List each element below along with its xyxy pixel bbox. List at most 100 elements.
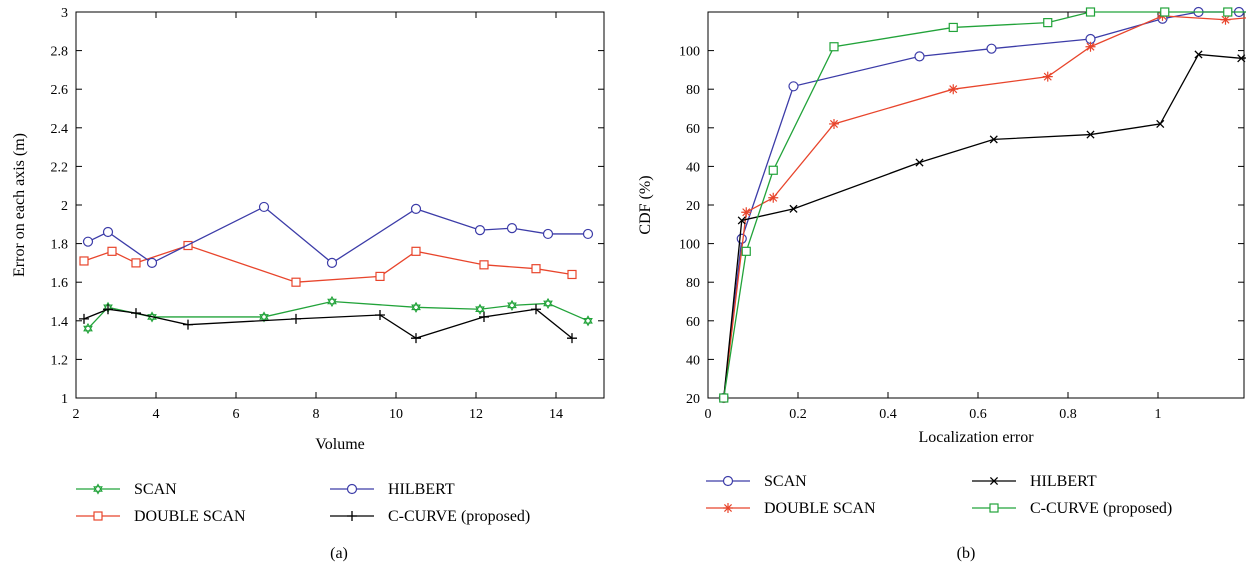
chart0-x-tick-label: 8 xyxy=(313,407,320,422)
chart1-legend-marker xyxy=(723,503,733,513)
chart0-y-tick-label: 2.8 xyxy=(51,45,69,60)
caption-b: (b) xyxy=(957,545,976,562)
chart0-data-point xyxy=(544,229,553,238)
chart1-legend-label: C-CURVE (proposed) xyxy=(1030,500,1172,517)
chart1-y-tick-label: 40 xyxy=(686,353,700,368)
chart1-x-tick-label: 0.4 xyxy=(879,407,897,422)
chart1-data-point xyxy=(1224,8,1232,16)
chart1-data-point xyxy=(987,44,996,53)
chart0-y-tick-label: 1.4 xyxy=(51,315,69,330)
chart1-data-point xyxy=(1086,42,1096,52)
chart1-series-line xyxy=(724,54,1246,398)
chart1-y-tick-label: 20 xyxy=(686,199,700,214)
chart1-data-point xyxy=(1087,8,1095,16)
chart1-data-point xyxy=(737,234,746,243)
chart1-legend-item xyxy=(706,477,750,486)
chart1-series-3 xyxy=(720,8,1246,402)
chart0-x-axis-label: Volume xyxy=(315,436,364,453)
chart0-data-point xyxy=(480,261,488,269)
chart0-data-point xyxy=(291,314,301,324)
chart1-y-tick-label: 80 xyxy=(686,83,700,98)
caption-a: (a) xyxy=(330,545,348,562)
chart0-data-point xyxy=(476,226,485,235)
chart0-plot-frame xyxy=(76,12,604,398)
chart0-legend-label: C-CURVE (proposed) xyxy=(388,508,530,525)
chart1-data-point xyxy=(1161,8,1169,16)
chart1-data-point xyxy=(741,207,751,217)
chart1-legend-label: SCAN xyxy=(764,473,807,490)
chart1-y-axis-label: CDF (%) xyxy=(637,175,654,234)
chart0-data-point xyxy=(79,314,89,324)
chart1-x-tick-label: 0.8 xyxy=(1059,407,1077,422)
chart1-data-point xyxy=(789,82,798,91)
chart0-data-point xyxy=(411,333,421,343)
chart1-x-tick-label: 1 xyxy=(1155,407,1162,422)
chart0-data-point xyxy=(584,229,593,238)
chart1-legend-label: DOUBLE SCAN xyxy=(764,500,876,517)
chart0-series-0 xyxy=(84,297,592,333)
chart0-x-tick-label: 2 xyxy=(73,407,80,422)
chart1-y-tick-label: 20 xyxy=(686,392,700,407)
chart0-y-tick-label: 1.2 xyxy=(51,353,69,368)
chart1-data-point xyxy=(768,193,778,203)
chart0-y-tick-label: 1.6 xyxy=(51,276,69,291)
chart1-legend-item xyxy=(706,503,750,513)
chart0-series-line xyxy=(84,309,572,338)
chart1-plot-frame xyxy=(708,12,1244,398)
chart0-data-point xyxy=(532,265,540,273)
chart0-y-tick-label: 2.6 xyxy=(51,83,69,98)
chart0-data-point xyxy=(80,257,88,265)
chart0-legend-label: DOUBLE SCAN xyxy=(134,508,246,525)
chart0-data-point xyxy=(260,202,269,211)
chart0-legend-label: SCAN xyxy=(134,481,177,498)
chart0-series-2 xyxy=(84,202,593,267)
chart0-data-point xyxy=(132,259,140,267)
chart0-x-tick-label: 6 xyxy=(233,407,240,422)
chart1-data-point xyxy=(742,247,750,255)
chart1-x-tick-label: 0 xyxy=(705,407,712,422)
chart1-series-line xyxy=(724,12,1246,398)
chart0-y-tick-label: 3 xyxy=(61,6,68,21)
chart0-y-axis-label: Error on each axis (m) xyxy=(11,133,28,277)
chart1-x-tick-label: 0.2 xyxy=(789,407,807,422)
chart0-data-point xyxy=(375,310,385,320)
chart1-legend-marker xyxy=(990,504,998,512)
chart0-data-point xyxy=(376,272,384,280)
chart1-data-point xyxy=(1044,19,1052,27)
chart0-x-tick-label: 4 xyxy=(153,407,160,422)
chart1-x-axis-label: Localization error xyxy=(918,429,1034,446)
chart0-y-tick-label: 2.2 xyxy=(51,160,69,175)
chart1-data-point xyxy=(829,119,839,129)
chart0-y-tick-label: 2.4 xyxy=(51,122,69,137)
chart0-series-3 xyxy=(79,304,577,343)
chart1-data-point xyxy=(948,84,958,94)
chart1-data-point xyxy=(915,52,924,61)
chart0-data-point xyxy=(183,320,193,330)
chart0-legend-item xyxy=(76,485,120,494)
chart0-legend-label: HILBERT xyxy=(388,481,455,498)
chart1-legend-label: HILBERT xyxy=(1030,473,1097,490)
chart0-y-tick-label: 2 xyxy=(61,199,68,214)
chart0-data-point xyxy=(131,308,141,318)
chart0-data-point xyxy=(508,224,517,233)
chart1-data-point xyxy=(830,43,838,51)
chart1-legend-item xyxy=(972,477,1016,484)
chart0-data-point xyxy=(84,237,93,246)
chart1-series-2 xyxy=(720,51,1246,402)
chart0-y-tick-label: 1 xyxy=(61,392,68,407)
chart0-data-point xyxy=(412,247,420,255)
chart0-data-point xyxy=(568,270,576,278)
chart0-legend-marker xyxy=(94,512,102,520)
chart0-legend-item xyxy=(330,511,374,521)
chart0-legend-marker xyxy=(348,485,357,494)
chart0-x-tick-label: 10 xyxy=(389,407,403,422)
chart1-data-point xyxy=(720,394,728,402)
chart1-x-tick-label: 0.6 xyxy=(969,407,987,422)
chart1-series-line xyxy=(724,16,1246,398)
chart0-legend-marker xyxy=(347,511,357,521)
chart0-data-point xyxy=(292,278,300,286)
chart1-data-point xyxy=(949,23,957,31)
chart0-y-tick-label: 1.8 xyxy=(51,238,69,253)
chart0-x-tick-label: 12 xyxy=(469,407,483,422)
chart1-y-tick-label: 80 xyxy=(686,276,700,291)
